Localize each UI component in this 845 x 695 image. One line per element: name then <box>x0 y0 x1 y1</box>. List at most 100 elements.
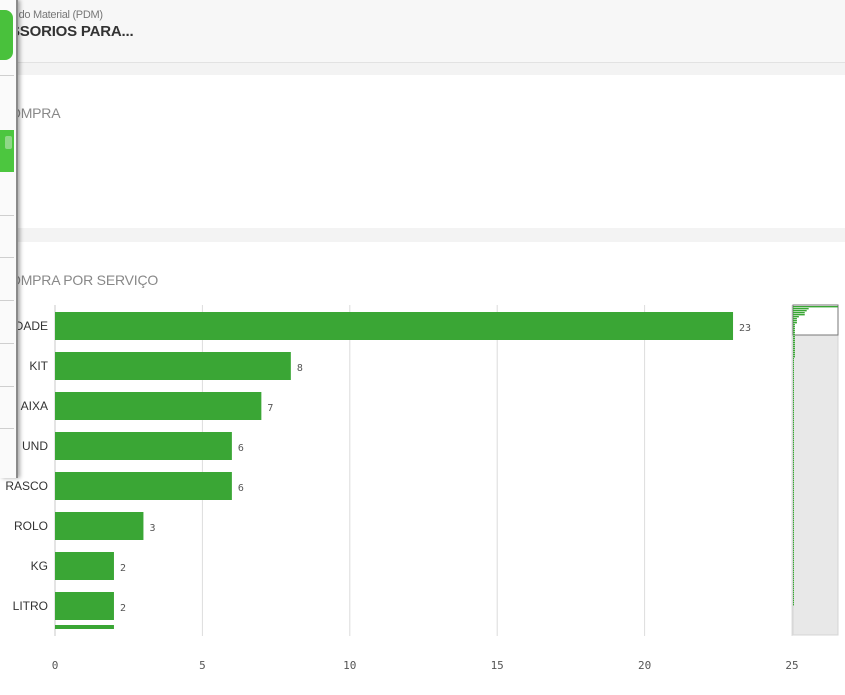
navigator-bar <box>793 416 794 418</box>
side-menu-divider <box>0 300 14 301</box>
navigator-bar <box>793 374 794 376</box>
navigator-bar <box>793 418 794 420</box>
navigator-bar <box>793 590 794 592</box>
navigator-bar <box>793 572 794 574</box>
navigator-bar <box>793 530 794 532</box>
navigator-bar <box>793 574 794 576</box>
data-label: 2 <box>120 603 126 614</box>
navigator-bar <box>793 576 794 578</box>
navigator-bar <box>793 550 794 552</box>
navigator-bar <box>793 378 794 380</box>
navigator-bar <box>793 316 799 318</box>
x-tick-label: 20 <box>638 659 651 672</box>
data-label: 23 <box>739 323 751 334</box>
side-menu-toggle-button[interactable] <box>0 10 13 60</box>
navigator-bar <box>793 512 794 514</box>
navigator-bar <box>793 600 794 602</box>
category-label: RASCO <box>5 479 48 493</box>
navigator-bar <box>793 486 794 488</box>
navigator-bar <box>793 466 794 468</box>
navigator-bar <box>793 470 794 472</box>
navigator-bar <box>793 458 794 460</box>
navigator-bar <box>793 508 794 510</box>
header-subtitle: e do Material (PDM) <box>10 9 103 21</box>
navigator-bar <box>793 442 794 444</box>
navigator-bar <box>793 398 794 400</box>
navigator-bar <box>793 586 794 588</box>
page-header: e do Material (PDM) SSORIOS PARA... <box>0 0 845 63</box>
navigator-bar <box>793 330 795 332</box>
data-label: 7 <box>267 403 273 414</box>
bar <box>55 552 114 580</box>
category-label: DADE <box>15 319 48 333</box>
data-label: 8 <box>297 363 303 374</box>
navigator-bar <box>793 364 794 366</box>
navigator-bar <box>793 490 794 492</box>
navigator-bar <box>793 570 794 572</box>
navigator-bar <box>793 324 795 326</box>
navigator-bar <box>793 454 794 456</box>
navigator-bar <box>793 534 794 536</box>
navigator-bar <box>793 472 794 474</box>
navigator-bar <box>793 564 794 566</box>
navigator-bar <box>793 562 794 564</box>
navigator-bar <box>793 450 794 452</box>
navigator-bar <box>793 356 795 358</box>
navigator-bar <box>793 452 794 454</box>
x-tick-label: 0 <box>52 659 59 672</box>
navigator-bar <box>793 440 794 442</box>
bar <box>55 432 232 460</box>
navigator-bar <box>793 336 795 338</box>
navigator-bar <box>793 554 794 556</box>
navigator-bar <box>793 426 794 428</box>
navigator-bar <box>793 556 794 558</box>
navigator-bar <box>793 446 794 448</box>
navigator-bar <box>793 478 794 480</box>
navigator-bar <box>793 408 794 410</box>
navigator-bar <box>793 438 794 440</box>
bar <box>55 392 262 420</box>
navigator-bar <box>793 566 794 568</box>
navigator-bar <box>793 320 797 322</box>
navigator-bar <box>793 434 794 436</box>
x-tick-label: 10 <box>343 659 356 672</box>
navigator-bar <box>793 322 797 324</box>
navigator-bar <box>793 328 795 330</box>
navigator-bar <box>793 412 794 414</box>
navigator-bar <box>793 358 794 360</box>
navigator-bar <box>793 594 794 596</box>
navigator-bar <box>793 386 794 388</box>
navigator-bar <box>793 406 794 408</box>
navigator-bar <box>793 474 794 476</box>
navigator-bar <box>793 318 797 320</box>
navigator-bar <box>793 592 794 594</box>
navigator-bar <box>793 314 805 316</box>
navigator-bar <box>793 480 794 482</box>
navigator-bar <box>793 482 794 484</box>
navigator-bar <box>793 430 794 432</box>
navigator-bar <box>793 548 794 550</box>
navigator-bar <box>793 538 794 540</box>
navigator-bar <box>793 308 809 310</box>
navigator-bar <box>793 420 794 422</box>
header-title: SSORIOS PARA... <box>10 23 134 40</box>
navigator-bar <box>793 552 794 554</box>
navigator-bar <box>793 504 794 506</box>
navigator-bar <box>793 468 794 470</box>
navigator-bar <box>793 376 794 378</box>
navigator-bar <box>793 514 794 516</box>
navigator-bar <box>793 460 794 462</box>
navigator-bar <box>793 568 794 570</box>
data-label: 3 <box>149 523 155 534</box>
side-menu-panel[interactable] <box>0 0 18 478</box>
x-tick-label: 5 <box>199 659 206 672</box>
data-label: 6 <box>238 443 244 454</box>
scrollbar-thumb <box>792 304 839 336</box>
category-label: UND <box>22 439 48 453</box>
navigator-bar <box>793 524 794 526</box>
side-menu-active-item[interactable] <box>0 130 14 172</box>
navigator-bar <box>793 428 794 430</box>
navigator-bar <box>793 448 794 450</box>
navigator-bar <box>793 326 795 328</box>
toggle-knob-icon <box>5 136 12 149</box>
